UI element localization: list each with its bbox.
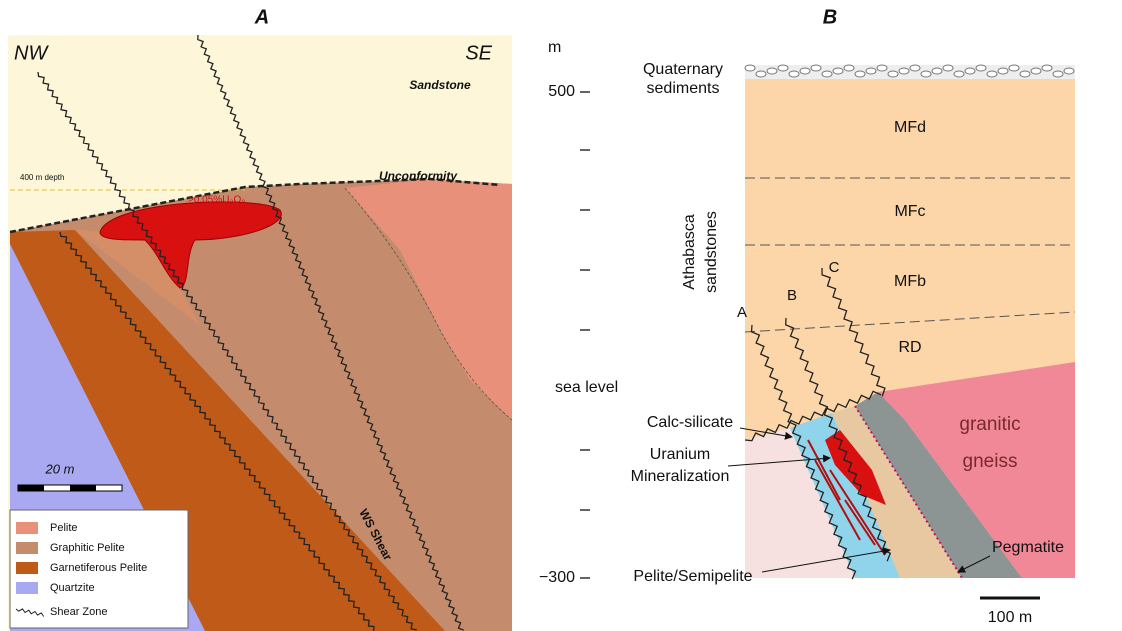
label-grade: >0.05%U₃O₈ <box>188 195 245 206</box>
gravel <box>998 68 1008 74</box>
gravel <box>866 68 876 74</box>
label-calc-silicate: Calc-silicate <box>647 414 733 431</box>
gravel <box>899 68 909 74</box>
gravel <box>943 65 953 71</box>
gravel <box>745 65 755 71</box>
gravel <box>1009 65 1019 71</box>
gravel <box>1053 71 1063 77</box>
axis-label: sea level <box>555 379 618 396</box>
unit-label: MFd <box>894 119 926 136</box>
label-depth: 400 m depth <box>20 173 64 182</box>
label-mineralization: Mineralization <box>631 468 730 485</box>
scale-bar <box>70 485 96 491</box>
gravel <box>987 71 997 77</box>
legend-swatch <box>16 562 38 574</box>
legend-label: Quartzite <box>50 582 95 594</box>
label-nw: NW <box>14 42 49 64</box>
unit-label: MFc <box>894 203 925 220</box>
gravel <box>767 68 777 74</box>
label-gneiss: gneiss <box>963 451 1018 472</box>
gravel <box>822 71 832 77</box>
label-athabasca: sandstones <box>703 211 720 293</box>
gravel <box>833 68 843 74</box>
gravel <box>921 71 931 77</box>
label-se: SE <box>465 42 492 64</box>
gravel <box>789 71 799 77</box>
unit-label: MFb <box>894 273 926 290</box>
label-quaternary: sediments <box>647 80 720 97</box>
legend-label: Shear Zone <box>50 606 107 618</box>
gravel <box>1064 68 1074 74</box>
axis-ticks <box>580 92 590 578</box>
label-gneiss: granitic <box>959 414 1020 435</box>
axis-label: 500 <box>548 83 575 100</box>
label-sandstone: Sandstone <box>409 78 471 92</box>
legend-label: Pelite <box>50 522 78 534</box>
gravel <box>844 65 854 71</box>
legend-label: Graphitic Pelite <box>50 542 125 554</box>
legend-label: Garnetiferous Pelite <box>50 562 147 574</box>
hole-label: A <box>737 304 747 321</box>
gravel <box>954 71 964 77</box>
label-athabasca: Athabasca <box>681 214 698 290</box>
axis-unit: m <box>548 39 561 56</box>
hole-label: B <box>787 287 797 304</box>
legend-swatch <box>16 582 38 594</box>
hole-label: C <box>829 259 840 276</box>
legend-swatch <box>16 522 38 534</box>
legend-swatch <box>16 542 38 554</box>
label-pelite: Pelite/Semipelite <box>633 568 752 585</box>
gravel <box>910 65 920 71</box>
gravel <box>976 65 986 71</box>
label-mineralization: Uranium <box>650 446 710 463</box>
gravel <box>1031 68 1041 74</box>
gravel <box>888 71 898 77</box>
scale-label: 20 m <box>45 461 75 476</box>
gravel <box>778 65 788 71</box>
gravel <box>1020 71 1030 77</box>
gravel <box>756 71 766 77</box>
gravel <box>877 65 887 71</box>
gravel <box>811 65 821 71</box>
gravel <box>965 68 975 74</box>
scale-label: 100 m <box>988 609 1032 626</box>
label-pegmatite: Pegmatite <box>992 539 1064 556</box>
panel-title: A <box>254 6 269 28</box>
axis-label: −300 <box>539 569 575 586</box>
gravel <box>800 68 810 74</box>
label-unconformity: Unconformity <box>379 169 458 183</box>
gravel <box>855 71 865 77</box>
unit-label: RD <box>898 339 921 356</box>
label-quaternary: Quaternary <box>643 61 723 78</box>
gravel <box>932 68 942 74</box>
gravel <box>1042 65 1052 71</box>
figure: A NW SE Sandstone 400 m depth >0.05%U₃O₈… <box>0 0 1122 631</box>
scale-bar <box>18 485 44 491</box>
panel-title: B <box>823 6 837 28</box>
